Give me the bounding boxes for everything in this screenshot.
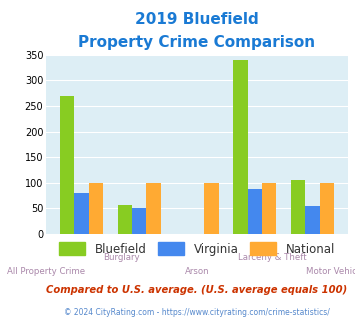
Bar <box>118 205 132 234</box>
Text: All Property Crime: All Property Crime <box>7 267 85 276</box>
Text: Burglary: Burglary <box>103 253 140 262</box>
Bar <box>74 193 89 234</box>
Bar <box>89 183 103 234</box>
Bar <box>262 183 277 234</box>
Bar <box>132 208 147 234</box>
Bar <box>204 183 219 234</box>
Bar <box>147 183 161 234</box>
Legend: Bluefield, Virginia, National: Bluefield, Virginia, National <box>54 238 340 260</box>
Bar <box>320 183 334 234</box>
Text: Compared to U.S. average. (U.S. average equals 100): Compared to U.S. average. (U.S. average … <box>47 285 348 295</box>
Text: © 2024 CityRating.com - https://www.cityrating.com/crime-statistics/: © 2024 CityRating.com - https://www.city… <box>64 308 330 317</box>
Bar <box>305 206 320 234</box>
Bar <box>291 180 305 234</box>
Text: Property Crime Comparison: Property Crime Comparison <box>78 35 316 50</box>
Text: 2019 Bluefield: 2019 Bluefield <box>135 12 259 27</box>
Text: Arson: Arson <box>185 267 209 276</box>
Text: Larceny & Theft: Larceny & Theft <box>238 253 307 262</box>
Bar <box>60 96 74 234</box>
Bar <box>247 189 262 234</box>
Text: Motor Vehicle Theft: Motor Vehicle Theft <box>306 267 355 276</box>
Bar <box>233 60 247 234</box>
